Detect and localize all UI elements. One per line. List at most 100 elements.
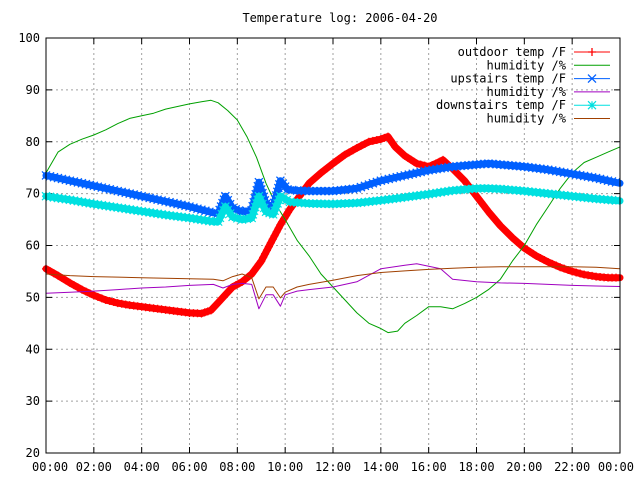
data-point-marker — [296, 186, 306, 196]
data-point-marker — [324, 186, 334, 196]
chart-title: Temperature log: 2006-04-20 — [242, 11, 437, 25]
legend-entry: outdoor temp /F — [458, 45, 610, 59]
data-point-marker — [250, 202, 260, 212]
data-point-marker — [201, 216, 210, 225]
data-point-marker — [483, 159, 493, 168]
data-point-marker — [572, 268, 581, 277]
data-point-marker — [117, 299, 126, 308]
data-point-marker — [308, 186, 318, 196]
data-point-marker — [257, 257, 266, 266]
data-point-marker — [435, 157, 444, 166]
data-point-marker — [272, 228, 281, 237]
data-point-marker — [464, 160, 473, 170]
data-point-marker — [105, 201, 115, 211]
data-point-marker — [89, 291, 98, 300]
data-point-marker — [101, 201, 111, 211]
data-point-marker — [153, 209, 163, 219]
data-point-marker — [564, 266, 573, 275]
data-point-marker — [468, 160, 477, 170]
data-point-marker — [232, 213, 242, 223]
data-point-marker — [456, 161, 466, 171]
data-point-marker — [552, 261, 561, 270]
data-point-marker — [121, 300, 130, 309]
data-point-marker — [271, 202, 281, 212]
data-point-marker — [372, 136, 381, 145]
data-point-marker — [412, 159, 421, 168]
y-tick-label: 30 — [26, 394, 40, 408]
data-point-marker — [304, 186, 314, 196]
data-point-marker — [568, 267, 577, 276]
data-point-marker — [73, 196, 83, 206]
data-point-marker — [274, 224, 283, 233]
series-1 — [45, 99, 621, 334]
data-point-marker — [587, 74, 597, 84]
x-tick-label: 12:00 — [315, 460, 351, 474]
data-point-marker — [275, 191, 285, 201]
data-point-marker — [273, 199, 282, 208]
data-point-marker — [45, 192, 55, 202]
data-point-marker — [268, 209, 278, 219]
data-point-marker — [259, 203, 269, 213]
data-point-marker — [503, 160, 513, 170]
data-point-marker — [141, 207, 151, 217]
data-point-marker — [499, 160, 509, 170]
data-point-marker — [440, 187, 450, 197]
data-point-marker — [460, 161, 470, 171]
data-point-marker — [133, 206, 143, 216]
data-point-marker — [476, 159, 485, 169]
legend-entry: humidity /% — [487, 58, 610, 72]
data-point-marker — [279, 193, 288, 203]
legend-entry: humidity /% — [487, 112, 610, 126]
legend-label: humidity /% — [487, 85, 567, 99]
data-point-marker — [89, 199, 99, 209]
data-point-marker — [576, 269, 585, 278]
legend-label: upstairs temp /F — [450, 72, 566, 86]
series-layer — [41, 99, 624, 334]
plot-frame — [45, 37, 621, 454]
data-point-marker — [97, 200, 107, 210]
data-point-marker — [511, 161, 521, 171]
x-tick-label: 18:00 — [458, 460, 494, 474]
data-point-marker — [53, 193, 63, 203]
series-2 — [41, 159, 624, 218]
data-point-marker — [205, 216, 214, 226]
data-point-marker — [560, 264, 569, 273]
x-tick-label: 00:00 — [32, 460, 68, 474]
y-tick-label: 100 — [18, 31, 40, 45]
x-tick-label: 00:00 — [598, 460, 634, 474]
data-point-marker — [364, 137, 373, 146]
data-point-marker — [472, 160, 481, 170]
x-tick-label: 08:00 — [219, 460, 255, 474]
data-point-marker — [507, 161, 517, 171]
data-point-marker — [217, 209, 227, 219]
data-point-marker — [149, 208, 159, 218]
data-point-marker — [436, 187, 446, 197]
data-point-marker — [77, 285, 86, 294]
data-point-marker — [580, 270, 589, 279]
data-point-marker — [611, 177, 621, 187]
data-point-marker — [300, 186, 310, 196]
data-point-marker — [266, 238, 275, 247]
data-point-marker — [85, 198, 95, 208]
axis-ticks: 20 30 40 50 60 70 80 90 100 00:00 02:00 04:00 06:00 0… — [18, 31, 634, 474]
data-point-marker — [256, 195, 266, 205]
data-point-marker — [121, 204, 131, 214]
data-point-marker — [237, 215, 247, 224]
legend-entry: upstairs temp /F — [450, 72, 610, 86]
data-point-marker — [242, 214, 252, 224]
y-tick-label: 80 — [26, 135, 40, 149]
data-point-marker — [117, 203, 127, 213]
data-point-marker — [316, 186, 326, 196]
x-tick-label: 22:00 — [554, 460, 590, 474]
data-point-marker — [208, 217, 218, 227]
data-point-marker — [93, 292, 102, 301]
data-point-marker — [129, 205, 139, 215]
data-point-marker — [215, 213, 225, 223]
data-point-marker — [587, 100, 597, 110]
data-point-marker — [258, 199, 267, 209]
data-point-marker — [69, 196, 79, 205]
y-tick-label: 50 — [26, 290, 40, 304]
data-point-marker — [312, 186, 322, 196]
legend-label: downstairs temp /F — [436, 98, 566, 112]
